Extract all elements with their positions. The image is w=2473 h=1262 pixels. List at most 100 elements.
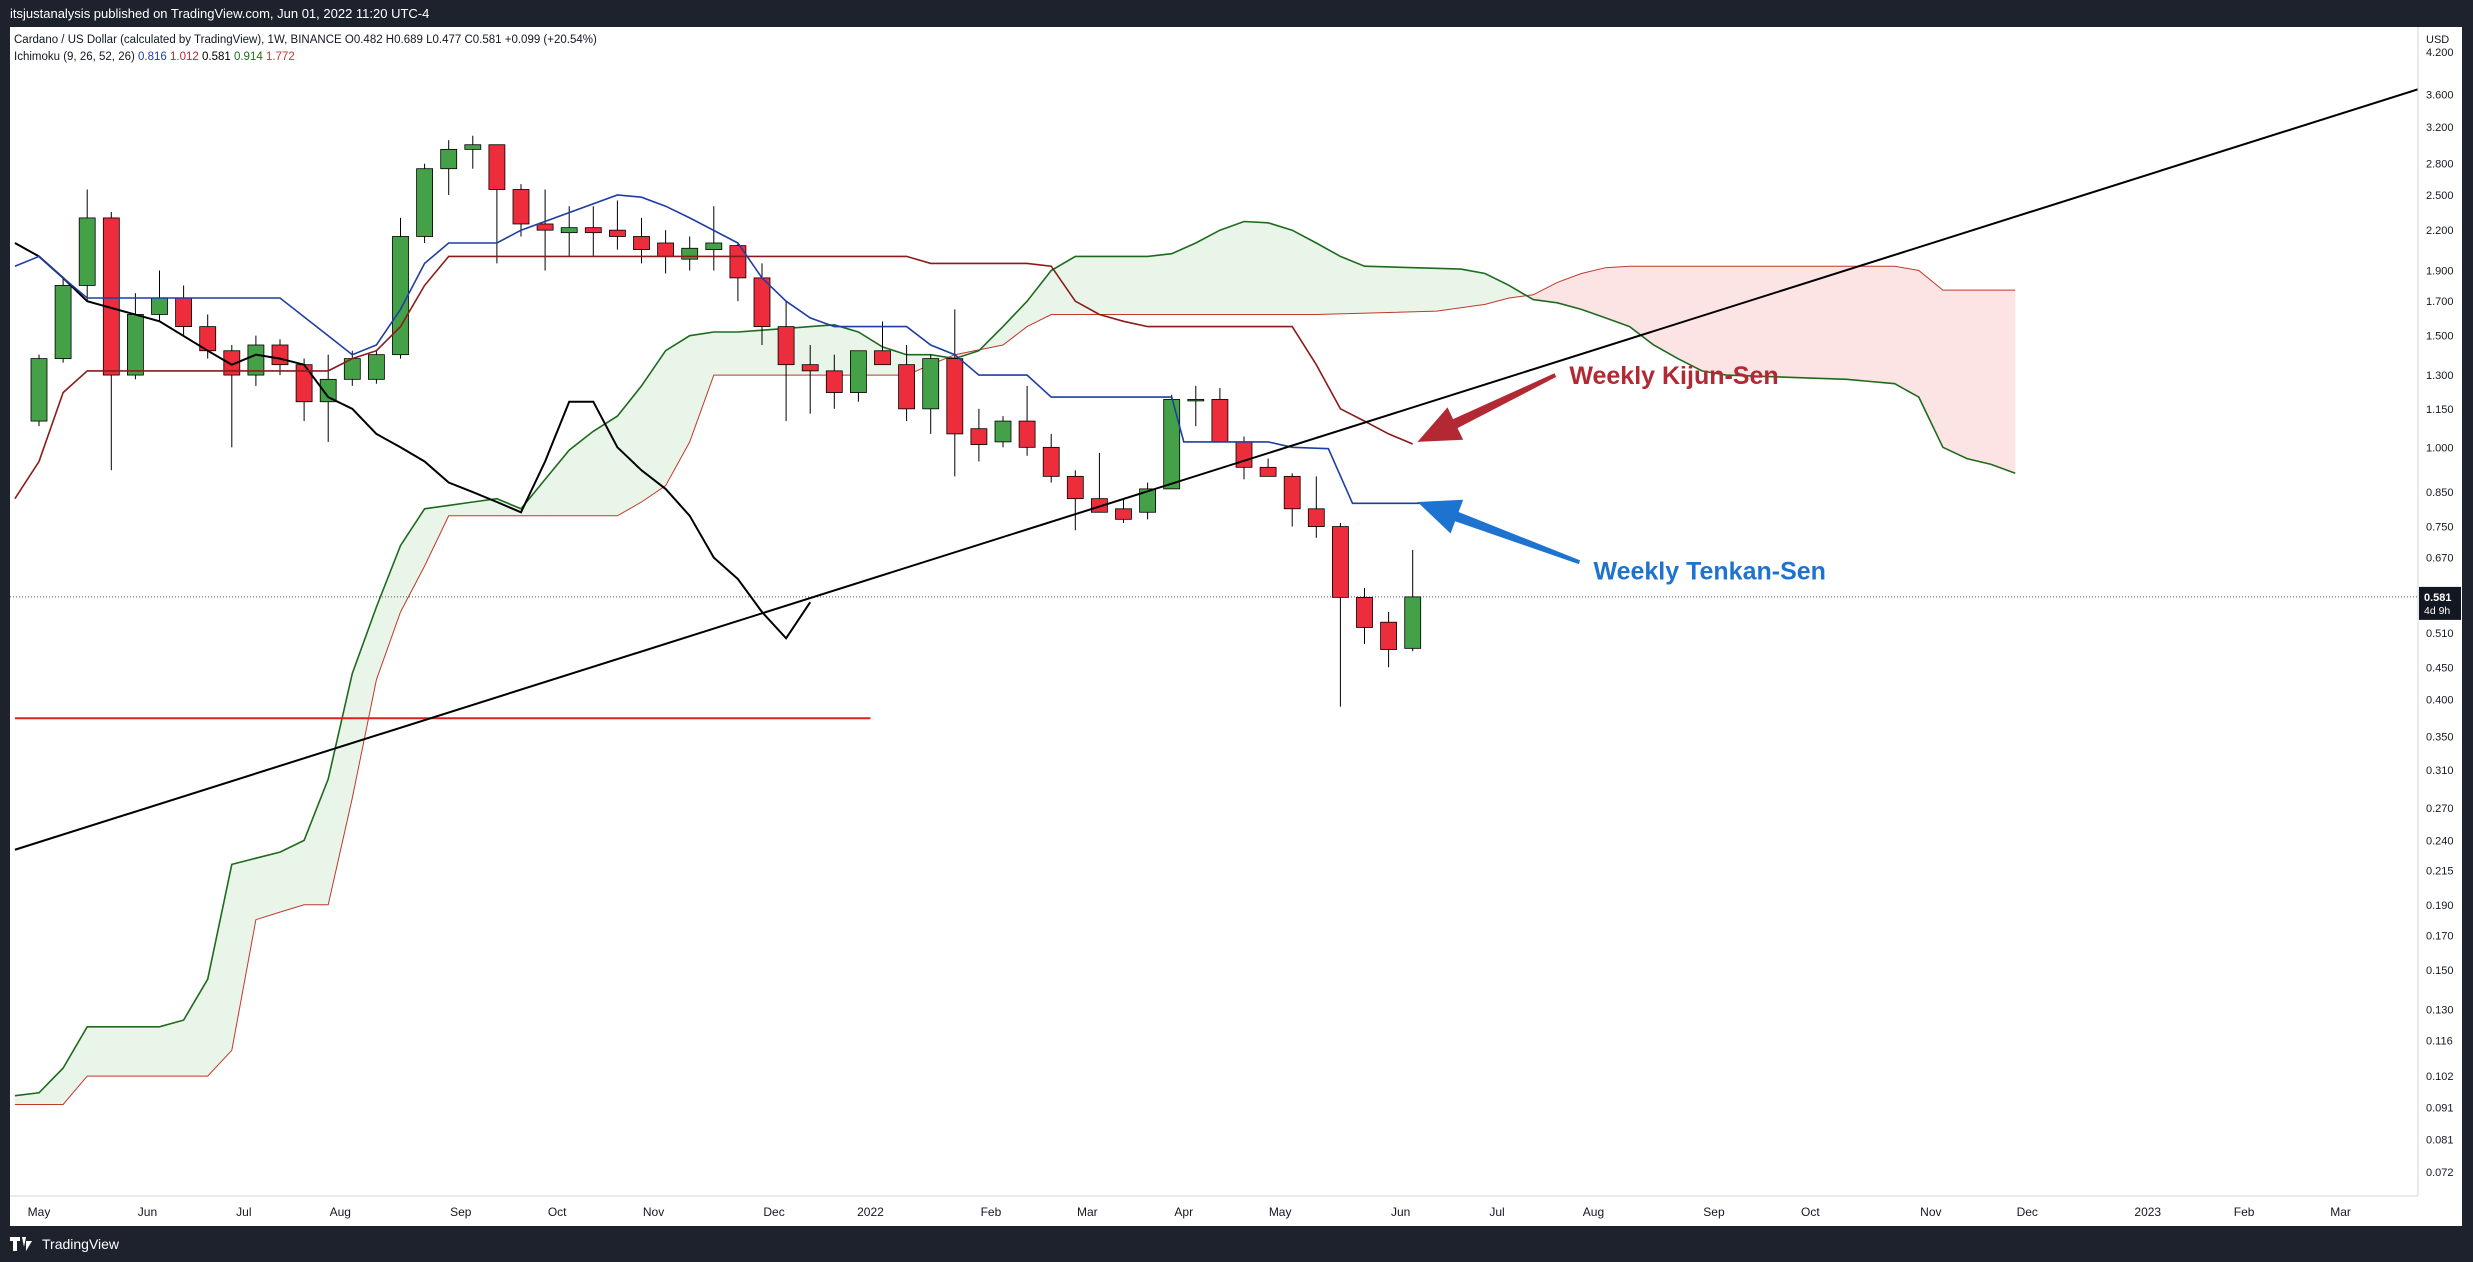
- cloud-segment: [1683, 265, 1691, 366]
- legend-change: +0.099 (+20.54%): [502, 34, 597, 46]
- price-tick-label: 0.310: [2426, 765, 2454, 777]
- cloud-segment: [2008, 289, 2016, 474]
- cloud-segment: [1141, 256, 1148, 315]
- current-price-label: 0.581: [2424, 592, 2452, 604]
- candle: [30, 354, 48, 427]
- cloud-segment: [1659, 265, 1667, 353]
- candle: [1187, 385, 1205, 427]
- candle-body: [1115, 508, 1132, 520]
- candlesticks: [30, 135, 1422, 707]
- candle: [801, 344, 819, 414]
- candle-body: [488, 144, 506, 190]
- cloud-segment: [550, 463, 558, 517]
- cloud-segment: [153, 1026, 160, 1077]
- cloud-segment: [1761, 265, 1769, 377]
- cloud-segment: [1442, 268, 1450, 311]
- candle-body: [970, 428, 988, 445]
- cloud-segment: [454, 503, 462, 517]
- cloud-segment: [1671, 265, 1679, 360]
- cloud-segment: [586, 430, 594, 517]
- chart-frame[interactable]: Weekly Kijun-Sen Weekly Tenkan-Sen Cardano…: [10, 27, 2462, 1226]
- cloud-segment: [189, 998, 196, 1077]
- cloud-segment: [62, 1056, 70, 1106]
- cloud-segment: [743, 330, 751, 376]
- cloud-segment: [1665, 265, 1673, 356]
- cloud-segment: [1930, 279, 1938, 435]
- tradingview-footer: TradingView: [0, 1226, 2473, 1262]
- legend-symbol: Cardano / US Dollar (calculated by Tradi…: [14, 34, 345, 46]
- cloud-segment: [32, 1092, 40, 1105]
- cloud-segment: [1755, 265, 1763, 377]
- cloud-segment: [1430, 267, 1438, 312]
- cloud-segment: [1948, 289, 1956, 454]
- cloud-segment: [1069, 255, 1076, 315]
- candle-body: [271, 344, 289, 366]
- candle-body: [127, 314, 144, 376]
- annotation-arrow: [1417, 499, 1581, 565]
- cloud-segment: [671, 342, 679, 476]
- time-tick-label: Mar: [1077, 1205, 1098, 1219]
- cloud-segment: [1418, 267, 1426, 312]
- cloud-segment: [1436, 268, 1444, 312]
- candle: [970, 408, 988, 462]
- price-tick-label: 0.450: [2426, 662, 2454, 674]
- cloud-segment: [617, 407, 624, 517]
- cloud-segment: [201, 978, 208, 1077]
- cloud-segment: [1243, 221, 1251, 315]
- legend-indicator-value: 0.816: [135, 51, 167, 63]
- cloud-segment: [568, 444, 576, 517]
- cloud-segment: [1810, 265, 1817, 379]
- chart-canvas[interactable]: Weekly Kijun-Sen Weekly Tenkan-Sen Cardano…: [10, 27, 2462, 1226]
- candle: [54, 277, 72, 363]
- cloud-segment: [357, 640, 365, 769]
- cloud-segment: [1183, 245, 1191, 315]
- cloud-segment: [1412, 267, 1419, 313]
- cloud-segment: [20, 1093, 28, 1105]
- cloud-segment: [1129, 256, 1136, 315]
- cloud-segment: [1153, 254, 1160, 315]
- legend-ohlc-label: H: [383, 34, 395, 46]
- price-tick-label: 3.200: [2426, 122, 2454, 134]
- cloud-segment: [635, 385, 642, 506]
- candle-body: [392, 236, 409, 356]
- candle: [464, 135, 482, 169]
- candle-body: [922, 358, 940, 410]
- cloud-segment: [677, 338, 685, 464]
- cloud-segment: [1557, 279, 1564, 305]
- cloud-segment: [1255, 221, 1263, 315]
- candle: [151, 270, 168, 322]
- time-tick-label: Jul: [1489, 1205, 1504, 1219]
- annotation-label: Weekly Tenkan-Sen: [1593, 557, 1826, 585]
- candle: [777, 301, 795, 422]
- cloud-segment: [1569, 275, 1576, 309]
- candle-body: [994, 420, 1012, 443]
- cloud-segment: [1942, 289, 1950, 451]
- price-tick-label: 1.500: [2426, 331, 2454, 343]
- price-tick-label: 0.215: [2426, 866, 2454, 878]
- candle-body: [801, 364, 819, 372]
- cloud-segment: [1219, 227, 1227, 315]
- cloud-segment: [1731, 265, 1739, 376]
- price-tick-label: 2.500: [2426, 190, 2454, 202]
- ascending-trendline: [14, 88, 2418, 851]
- cloud-segment: [767, 328, 775, 376]
- cloud-segment: [1912, 269, 1920, 398]
- tenkan-sen-line: [14, 194, 1420, 505]
- time-tick-label: May: [1269, 1205, 1292, 1219]
- candle: [729, 242, 747, 302]
- cloud-segment: [1792, 265, 1799, 378]
- cloud-segment: [86, 1026, 94, 1077]
- legend-indicator-name: Ichimoku (9, 26, 52, 26): [14, 51, 135, 63]
- cloud-segment: [1207, 232, 1215, 315]
- price-tick-label: 0.190: [2426, 900, 2454, 912]
- cloud-segment: [1773, 265, 1781, 378]
- cloud-segment: [1213, 229, 1221, 315]
- price-tick-label: 0.400: [2426, 695, 2454, 707]
- candle: [1332, 522, 1349, 707]
- candle: [1211, 388, 1229, 443]
- legend-symbol-line: Cardano / US Dollar (calculated by Tradi…: [14, 34, 597, 46]
- cloud-segment: [147, 1026, 154, 1077]
- candle: [1380, 611, 1397, 668]
- cloud-segment: [1117, 256, 1124, 315]
